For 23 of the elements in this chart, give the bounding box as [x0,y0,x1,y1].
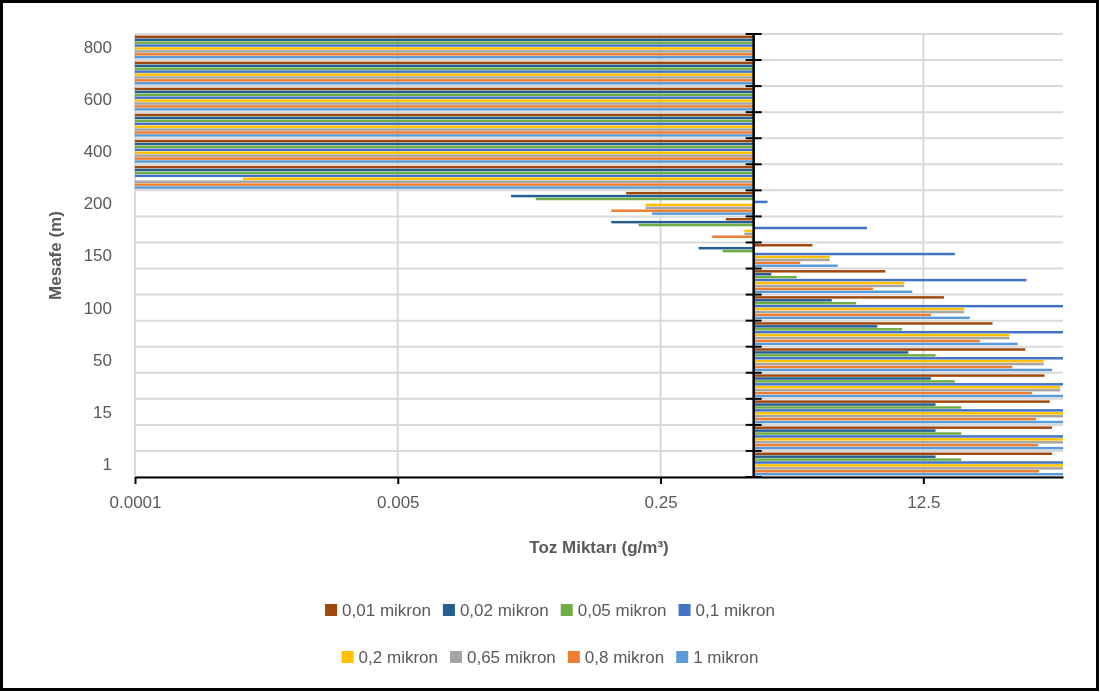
x-tick-label: 0.005 [377,493,420,513]
y-tick-label: 200 [83,194,112,214]
y-tick-label: 100 [83,298,112,318]
x-tick-label: 12.5 [907,493,941,513]
x-tick-label: 0.0001 [109,493,162,513]
y-tick-label: 800 [83,37,112,57]
legend-label: 0,02 mikron [459,600,549,620]
legend-label: 0,65 mikron [466,647,556,667]
x-tick-label: 0.25 [644,493,678,513]
y-tick-label: 1 [102,454,112,474]
legend-label: 1 mikron [693,647,759,667]
legend-label: 0,1 mikron [695,600,775,620]
legend-label: 0,01 mikron [342,600,431,620]
y-tick-label: 150 [83,246,112,266]
legend-label: 0,8 mikron [584,647,665,667]
y-tick-label: 400 [83,142,112,162]
y-tick-label: 600 [83,90,112,110]
y-tick-label: 50 [93,350,112,370]
legend-label: 0,05 mikron [577,600,667,620]
x-axis-title: Toz Miktarı (g/m³) [529,538,669,557]
legend-label: 0,2 mikron [358,647,438,667]
y-tick-label: 15 [93,402,112,422]
y-axis-title: Mesafe (m) [46,211,65,300]
